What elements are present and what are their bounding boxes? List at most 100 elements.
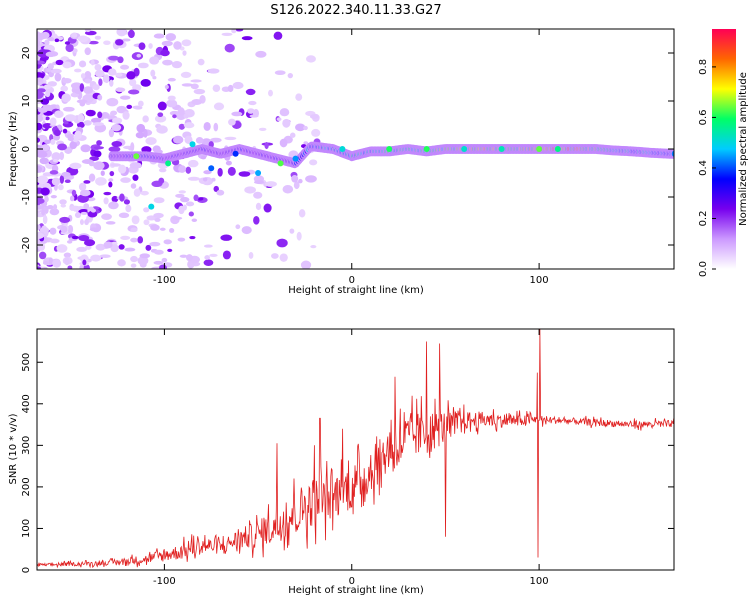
spectrogram-noise-blob bbox=[90, 254, 102, 262]
spectrogram-noise-blob bbox=[64, 179, 71, 184]
spectrogram-noise-blob bbox=[38, 243, 46, 251]
spectrogram-noise-blob bbox=[110, 110, 118, 116]
spectrogram-noise-blob bbox=[94, 70, 105, 78]
spectrogram-peak bbox=[292, 155, 299, 162]
spectrogram-noise-blob bbox=[94, 35, 102, 40]
spectrogram-noise-blob bbox=[227, 166, 236, 176]
spectrogram-noise-blob bbox=[79, 219, 84, 226]
spectrogram-noise-blob bbox=[37, 49, 49, 58]
spectrogram-noise-blob bbox=[37, 165, 43, 173]
spectrogram-noise-blob bbox=[88, 40, 99, 45]
spectrogram-noise-blob bbox=[83, 120, 92, 126]
snr-x-tick-label: 100 bbox=[530, 576, 549, 587]
spectrogram-noise-blob bbox=[108, 128, 115, 138]
spectrogram-noise-blob bbox=[111, 124, 122, 132]
spectrogram-noise-blob bbox=[153, 33, 165, 39]
spectrogram-noise-blob bbox=[159, 264, 167, 269]
spectrogram-noise-blob bbox=[156, 125, 168, 134]
spectrogram-noise-blob bbox=[130, 142, 135, 152]
spectrogram-noise-blob bbox=[123, 199, 131, 205]
spectrogram-noise-blob bbox=[185, 201, 195, 207]
spectrogram-peak bbox=[165, 160, 172, 167]
spectrogram-noise-blob bbox=[96, 140, 102, 146]
spectrogram-noise-blob bbox=[101, 213, 112, 221]
spectrogram-noise-blob bbox=[193, 194, 199, 202]
colorbar-tick-label: 0.2 bbox=[698, 211, 709, 227]
snr-y-tick-label: 200 bbox=[21, 477, 32, 496]
spectrogram-noise-blob bbox=[135, 131, 145, 139]
spectrogram-noise-blob bbox=[64, 41, 71, 45]
spectrogram-noise-blob bbox=[145, 244, 152, 251]
spectrogram-noise-blob bbox=[309, 114, 319, 119]
spectrogram-noise-blob bbox=[130, 183, 137, 189]
spectrogram-noise-blob bbox=[152, 145, 161, 153]
spectrogram-noise-blob bbox=[311, 128, 321, 137]
spectrogram-peak bbox=[148, 203, 155, 210]
spectrogram-y-tick-label: -20 bbox=[21, 237, 32, 253]
spectrogram-noise-blob bbox=[173, 41, 182, 50]
spectrogram-noise-blob bbox=[52, 259, 62, 268]
spectrogram-noise-blob bbox=[303, 141, 309, 145]
spectrogram-noise-blob bbox=[255, 50, 267, 58]
spectrogram-noise-blob bbox=[60, 85, 69, 92]
spectrogram-noise-blob bbox=[71, 189, 77, 197]
spectrogram-noise-blob bbox=[300, 260, 312, 269]
spectrogram-peak bbox=[208, 165, 215, 172]
spectrogram-noise-blob bbox=[84, 219, 90, 226]
spectrogram-noise-blob bbox=[48, 257, 53, 266]
spectrogram-noise-blob bbox=[44, 139, 51, 144]
spectrogram-noise-blob bbox=[143, 128, 148, 138]
spectrogram-noise-blob bbox=[130, 263, 137, 268]
spectrogram-x-tick-label: 0 bbox=[349, 275, 355, 286]
spectrogram-noise-blob bbox=[225, 160, 232, 166]
spectrogram-noise-blob bbox=[71, 32, 78, 38]
spectrogram-noise-blob bbox=[38, 251, 47, 260]
spectrogram-noise-blob bbox=[232, 81, 244, 90]
spectrogram-noise-blob bbox=[172, 114, 177, 119]
spectrogram-noise-blob bbox=[182, 204, 187, 211]
spectrogram-noise-blob bbox=[44, 196, 49, 203]
spectrogram-noise-blob bbox=[49, 117, 57, 126]
spectrogram-noise-blob bbox=[115, 72, 123, 77]
spectrogram-noise-blob bbox=[189, 235, 196, 240]
spectrogram-noise-blob bbox=[49, 208, 60, 216]
spectrogram-y-tick-label: 0 bbox=[21, 146, 32, 152]
snr-series-line bbox=[37, 329, 674, 569]
spectrogram-noise-blob bbox=[127, 89, 140, 95]
spectrogram-noise-blob bbox=[216, 189, 225, 196]
spectrogram-noise-blob bbox=[224, 43, 235, 53]
spectrogram-noise-blob bbox=[62, 128, 68, 134]
spectrogram-noise-blob bbox=[221, 32, 233, 36]
figure-title: S126.2022.340.11.33.G27 bbox=[270, 3, 441, 18]
spectrogram-noise-blob bbox=[37, 224, 41, 231]
spectrogram-noise-blob bbox=[309, 159, 318, 166]
spectrogram-noise-blob bbox=[183, 122, 195, 129]
spectrogram-noise-blob bbox=[273, 31, 283, 40]
colorbar: 0.0 0.2 0.4 0.6 0.8 Normalized spectral ampl… bbox=[698, 29, 749, 277]
spectrogram-noise-blob bbox=[177, 237, 186, 242]
spectrogram-noise-blob bbox=[119, 193, 125, 202]
spectrogram-noise-blob bbox=[57, 143, 68, 151]
spectrogram-noise-blob bbox=[90, 208, 96, 213]
spectrogram-noise-blob bbox=[84, 71, 92, 79]
spectrogram-noise-blob bbox=[190, 79, 202, 83]
spectrogram-noise-blob bbox=[40, 187, 50, 196]
spectrogram-noise-blob bbox=[149, 56, 160, 65]
spectrogram-noise-blob bbox=[153, 212, 164, 219]
snr-y-tick-label: 300 bbox=[21, 436, 32, 455]
spectrogram-noise-blob bbox=[78, 182, 87, 191]
spectrogram-noise-blob bbox=[77, 194, 89, 203]
spectrogram-noise-blob bbox=[83, 203, 90, 210]
spectrogram-noise-blob bbox=[241, 36, 253, 41]
spectrogram-noise-blob bbox=[84, 29, 92, 33]
spectrogram-noise-blob bbox=[87, 210, 98, 218]
spectrogram-noise-blob bbox=[95, 177, 107, 186]
spectrogram-noise-blob bbox=[224, 136, 237, 141]
spectrogram-noise-blob bbox=[42, 261, 49, 265]
spectrogram-noise-blob bbox=[110, 163, 121, 167]
spectrogram-noise-blob bbox=[271, 253, 279, 259]
spectrogram-noise-blob bbox=[80, 211, 88, 216]
spectrogram-noise-blob bbox=[265, 181, 277, 187]
